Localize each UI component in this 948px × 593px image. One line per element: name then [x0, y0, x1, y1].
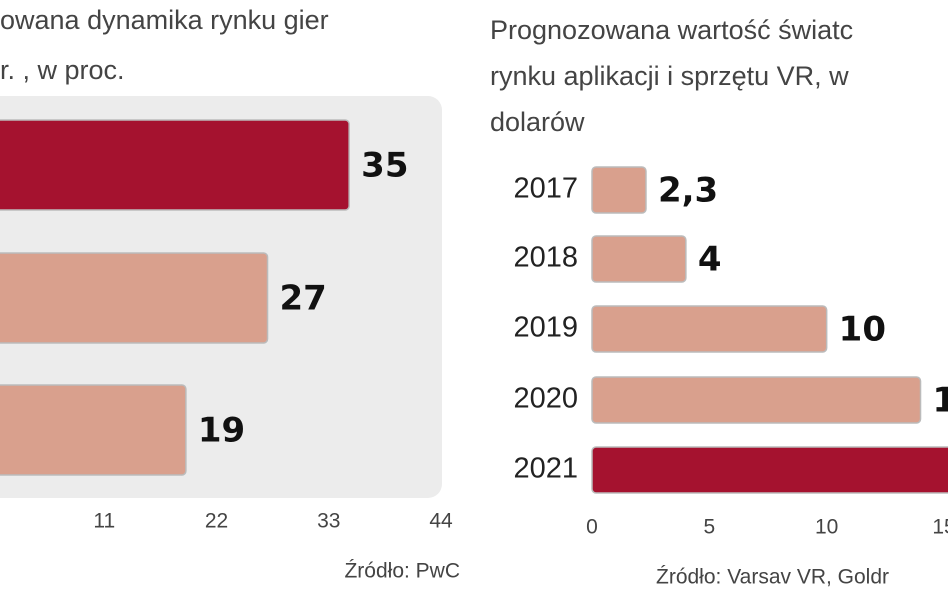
chart-title: rynku aplikacji i sprzętu VR, w	[490, 61, 849, 91]
value-label: 10	[839, 310, 886, 350]
y-tick-label: 2021	[513, 453, 578, 485]
y-tick-label: 2018	[513, 242, 578, 274]
value-label: 35	[361, 146, 408, 186]
y-tick-label: 2019	[513, 312, 578, 344]
chart-title: owana dynamika rynku gier	[0, 5, 329, 35]
x-tick-label: 5	[703, 516, 715, 539]
y-tick-label: 2020	[513, 383, 578, 415]
value-label: 4	[698, 240, 722, 280]
value-label: 2,3	[658, 171, 718, 211]
bar	[591, 305, 828, 353]
chart-title: r. , w proc.	[0, 55, 125, 85]
bar	[0, 252, 269, 344]
value-label: 27	[280, 279, 327, 319]
x-tick-label: 10	[815, 516, 838, 539]
bar	[591, 235, 687, 283]
x-tick-label: 33	[317, 510, 340, 533]
bar	[0, 119, 350, 211]
bar	[0, 384, 187, 476]
source: Źródło: Varsav VR, Goldr	[656, 566, 889, 589]
chart-title: dolarów	[490, 107, 585, 137]
x-tick-label: 11	[93, 510, 115, 533]
bar	[591, 376, 922, 424]
bar	[591, 446, 948, 494]
x-tick-label: 15	[932, 516, 948, 539]
x-tick-label: 22	[205, 510, 228, 533]
value-label: 19	[198, 411, 245, 451]
y-tick-label: 2017	[513, 173, 578, 205]
value-label: 14	[933, 381, 948, 421]
source: Źródło: PwC	[344, 560, 460, 583]
x-tick-label: 44	[429, 510, 453, 533]
bar	[591, 166, 647, 214]
x-tick-label: 0	[586, 516, 598, 539]
chart-title: Prognozowana wartość światc	[490, 15, 853, 45]
